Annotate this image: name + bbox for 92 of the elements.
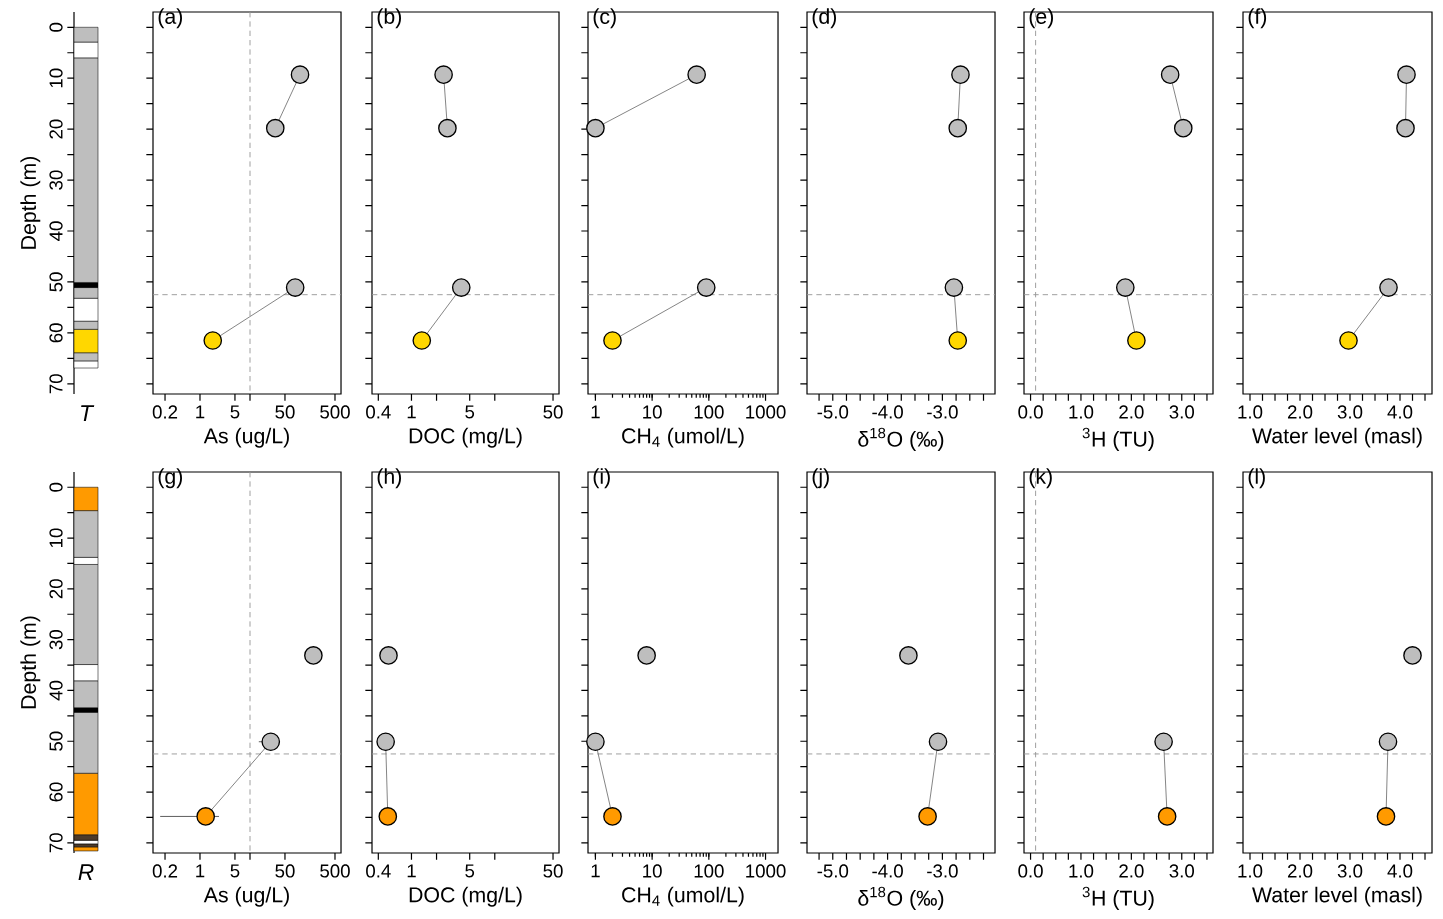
x-axis-title: As (ug/L) [203, 886, 289, 907]
x-axis-title: Water level (masl) [1252, 886, 1422, 907]
x-tick-label: 50 [275, 864, 295, 878]
x-tick-label: 2.0 [1287, 864, 1313, 878]
y-tick-label: 0 [49, 482, 63, 492]
x-tick-label: 50 [275, 405, 295, 419]
x-tick-label: 5 [465, 405, 475, 419]
chart-title: (e) [1029, 8, 1054, 29]
x-tick-label: 1.0 [1238, 864, 1263, 878]
x-tick-label: 1 [407, 864, 416, 878]
x-tick-label: 500 [320, 405, 350, 419]
x-tick-label: 1 [196, 405, 205, 419]
x-axis-title: δ$^{18}$O (‰) [858, 886, 944, 910]
y-axis-title: Depth (m) [20, 616, 41, 709]
x-tick-label: 0.0 [1018, 864, 1043, 878]
x-tick-label: 0.4 [366, 864, 391, 878]
x-tick-label: 5 [465, 864, 475, 878]
x-tick-label: 5 [230, 864, 240, 878]
y-tick-label: 10 [49, 68, 63, 88]
chart-title: (i) [593, 468, 610, 489]
chart-title: (h) [377, 468, 402, 489]
y-tick-label: 50 [49, 272, 63, 292]
y-tick-label: 0 [49, 22, 63, 32]
x-tick-label: 0.4 [366, 405, 391, 419]
chart-title: (l) [1248, 468, 1265, 489]
x-tick-label: 1.0 [1069, 864, 1094, 878]
y-tick-label: 60 [49, 782, 63, 802]
x-tick-label: 50 [543, 405, 563, 419]
y-axis-title: Depth (m) [20, 156, 41, 249]
chart-title: (f) [1248, 8, 1267, 29]
x-tick-label: 1.0 [1069, 405, 1094, 419]
x-tick-label: 1000 [746, 405, 786, 419]
chart-title: (k) [1029, 468, 1052, 489]
x-tick-label: -5.0 [817, 864, 849, 878]
y-tick-label: 50 [49, 731, 63, 751]
y-tick-label: 60 [49, 323, 63, 343]
x-tick-label: 0.2 [152, 405, 178, 419]
y-tick-label: 30 [49, 629, 63, 650]
x-axis-title: DOC (mg/L) [409, 427, 522, 448]
chart-title: (a) [158, 8, 183, 29]
x-axis-title: T [81, 405, 95, 421]
y-tick-label: 70 [49, 833, 63, 853]
y-tick-label: 20 [49, 119, 63, 139]
x-tick-label: 4.0 [1387, 405, 1413, 419]
x-tick-label: 3.0 [1337, 405, 1363, 419]
x-tick-label: 2.0 [1119, 864, 1144, 878]
y-tick-label: 70 [49, 374, 63, 394]
x-axis-title: δ$^{18}$O (‰) [858, 427, 944, 451]
x-tick-label: -3.0 [927, 405, 958, 419]
x-tick-label: 3.0 [1169, 864, 1195, 878]
x-tick-label: 1000 [746, 864, 786, 878]
x-tick-label: -4.0 [872, 405, 903, 419]
x-tick-label: 1 [407, 405, 416, 419]
x-tick-label: 0.2 [152, 864, 178, 878]
x-tick-label: 1.0 [1238, 405, 1263, 419]
x-tick-label: 100 [694, 405, 724, 419]
x-tick-label: 1 [196, 864, 205, 878]
y-tick-label: 40 [49, 221, 63, 241]
y-tick-label: 30 [49, 170, 63, 190]
x-tick-label: 0.0 [1018, 405, 1043, 419]
x-tick-label: 10 [643, 864, 662, 878]
x-tick-label: 2.0 [1287, 405, 1313, 419]
chart-title: (b) [377, 8, 402, 29]
y-tick-label: 20 [49, 579, 63, 599]
chart-title: (g) [158, 468, 183, 489]
x-axis-title: R [78, 864, 94, 880]
x-tick-label: 2.0 [1119, 405, 1144, 419]
x-tick-label: 3.0 [1169, 405, 1195, 419]
x-tick-label: -3.0 [927, 864, 958, 878]
x-tick-label: 3.0 [1337, 864, 1363, 878]
x-tick-label: 500 [320, 864, 350, 878]
x-tick-label: 1 [591, 405, 600, 419]
x-axis-title: Water level (masl) [1252, 427, 1422, 448]
x-axis-title: $^{3}$H (TU) [1082, 886, 1154, 910]
x-tick-label: 100 [694, 864, 724, 878]
x-tick-label: 4.0 [1387, 864, 1413, 878]
x-tick-label: 50 [543, 864, 563, 878]
x-tick-label: 1 [591, 864, 600, 878]
y-tick-label: 10 [49, 528, 63, 547]
x-axis-title: CH$_{4}$ (umol/L) [622, 886, 744, 907]
x-tick-label: 5 [230, 405, 240, 419]
y-tick-label: 40 [49, 680, 63, 701]
chart-title: (j) [812, 468, 829, 489]
x-axis-title: $^{3}$H (TU) [1082, 427, 1154, 451]
x-tick-label: -5.0 [817, 405, 849, 419]
chart-title: (d) [812, 8, 837, 29]
x-axis-title: CH$_{4}$ (umol/L) [622, 427, 744, 448]
x-tick-label: 10 [643, 405, 662, 419]
chart-title: (c) [593, 8, 616, 29]
x-tick-label: -4.0 [872, 864, 903, 878]
x-axis-title: As (ug/L) [203, 427, 289, 448]
x-axis-title: DOC (mg/L) [409, 886, 522, 907]
